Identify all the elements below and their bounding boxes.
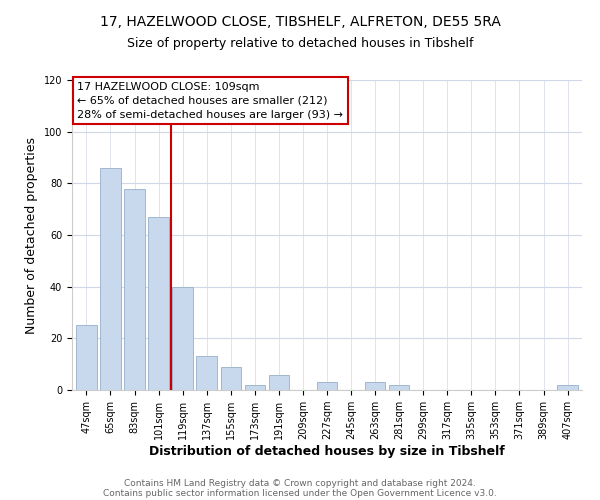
Bar bbox=[365, 382, 385, 390]
Bar bbox=[221, 367, 241, 390]
Y-axis label: Number of detached properties: Number of detached properties bbox=[25, 136, 38, 334]
Bar bbox=[100, 168, 121, 390]
Text: 17, HAZELWOOD CLOSE, TIBSHELF, ALFRETON, DE55 5RA: 17, HAZELWOOD CLOSE, TIBSHELF, ALFRETON,… bbox=[100, 15, 500, 29]
Text: Contains HM Land Registry data © Crown copyright and database right 2024.: Contains HM Land Registry data © Crown c… bbox=[124, 478, 476, 488]
Bar bbox=[148, 217, 169, 390]
Bar bbox=[124, 188, 145, 390]
Bar bbox=[76, 326, 97, 390]
Bar bbox=[245, 385, 265, 390]
X-axis label: Distribution of detached houses by size in Tibshelf: Distribution of detached houses by size … bbox=[149, 445, 505, 458]
Text: Size of property relative to detached houses in Tibshelf: Size of property relative to detached ho… bbox=[127, 38, 473, 51]
Text: Contains public sector information licensed under the Open Government Licence v3: Contains public sector information licen… bbox=[103, 488, 497, 498]
Text: 17 HAZELWOOD CLOSE: 109sqm
← 65% of detached houses are smaller (212)
28% of sem: 17 HAZELWOOD CLOSE: 109sqm ← 65% of deta… bbox=[77, 82, 343, 120]
Bar bbox=[557, 385, 578, 390]
Bar bbox=[269, 374, 289, 390]
Bar bbox=[389, 385, 409, 390]
Bar bbox=[196, 356, 217, 390]
Bar bbox=[317, 382, 337, 390]
Bar bbox=[172, 286, 193, 390]
